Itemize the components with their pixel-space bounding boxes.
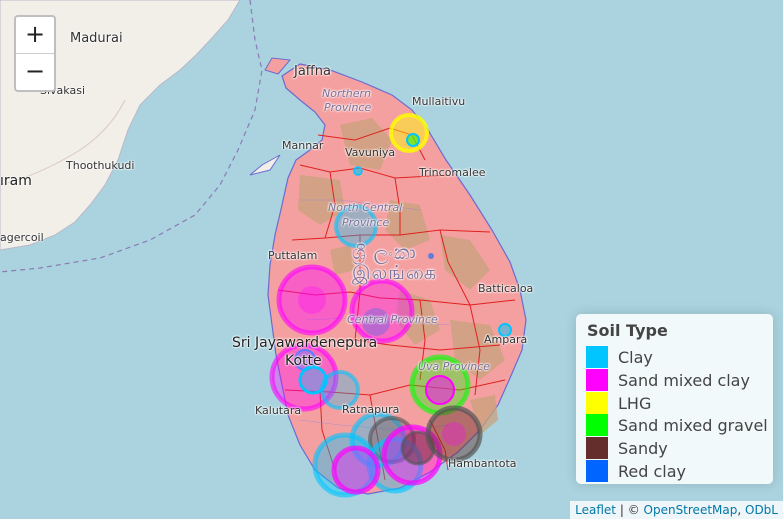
marker-sandy [425, 405, 483, 463]
label-puram: ıram [0, 173, 32, 189]
zoom-out-button[interactable]: − [16, 53, 54, 90]
india-landmass [0, 0, 241, 251]
zoom-in-button[interactable]: + [24, 20, 46, 48]
label-hambantota: Hambantota [448, 457, 517, 470]
label-country-tamil: இலங்கை [352, 262, 438, 284]
label-ratnapura: Ratnapura [342, 403, 400, 416]
legend-label: Sandy [618, 439, 668, 458]
label-north-central-province-1: North Central [328, 201, 403, 214]
legend-swatch [586, 437, 608, 459]
label-central-province: Central Province [347, 313, 438, 326]
attribution-comma: , [737, 503, 745, 517]
label-thoothukudi: Thoothukudi [66, 159, 135, 172]
label-mullaitivu: Mullaitivu [412, 95, 466, 108]
label-uva-province: Uva Province [418, 360, 491, 373]
attribution-separator: | © [616, 503, 644, 517]
label-mannar: Mannar [282, 139, 324, 152]
legend-title: Soil Type [587, 321, 668, 340]
label-jaffna: Jaffna [294, 64, 331, 79]
soil-type-legend: Soil Type Clay Sand mixed clay LHG Sand … [576, 314, 773, 484]
zoom-control: + − [14, 15, 56, 92]
marker-sand-mixed-clay [425, 375, 455, 405]
label-country-sinhala: ශ්‍රී ලංකා [352, 242, 417, 264]
legend-swatch [586, 392, 608, 414]
marker-sand-mixed-clay [269, 342, 339, 412]
openstreetmap-link[interactable]: OpenStreetMap [643, 503, 738, 517]
label-puttalam: Puttalam [268, 249, 318, 262]
label-trincomalee: Trincomalee [419, 166, 486, 179]
attribution: Leaflet | © OpenStreetMap, ODbL [570, 501, 783, 519]
marker-sand-mixed-gravel [406, 133, 420, 147]
label-madurai: Madurai [70, 31, 123, 46]
legend-label: LHG [618, 394, 652, 413]
legend-label: Sand mixed gravel [618, 416, 768, 435]
odbl-link[interactable]: ODbL [745, 503, 778, 517]
legend-swatch [586, 346, 608, 368]
label-northern-province-2: Province [324, 101, 372, 114]
legend-swatch [586, 460, 608, 482]
label-northern-province-1: Northern [322, 87, 372, 100]
marker-clay [353, 166, 363, 176]
label-north-central-province-2: Province [342, 216, 390, 229]
label-nagercoil: agercoil [0, 231, 44, 244]
marker-sand-mixed-clay [331, 445, 381, 495]
marker-clay [334, 204, 378, 248]
label-kalutara: Kalutara [255, 404, 302, 417]
marker-sand-mixed-clay [349, 278, 415, 344]
label-vavuniya: Vavuniya [345, 146, 396, 159]
legend-swatch [586, 414, 608, 436]
lhg-markers [389, 113, 429, 153]
leaflet-link[interactable]: Leaflet [575, 503, 617, 517]
label-ampara: Ampara [484, 333, 528, 346]
marker-red-clay [428, 253, 434, 259]
legend-swatch [586, 369, 608, 391]
label-batticaloa: Batticaloa [478, 282, 534, 295]
legend-label: Sand mixed clay [618, 371, 750, 390]
marker-clay [498, 323, 512, 337]
label-sri-jayawardenepura: Sri Jayawardenepura [232, 335, 378, 351]
legend-label: Red clay [618, 462, 686, 481]
label-kotte: Kotte [285, 353, 322, 369]
marker-sand-mixed-clay [276, 264, 348, 336]
marker-clay [320, 370, 360, 410]
legend-label: Clay [618, 348, 653, 367]
